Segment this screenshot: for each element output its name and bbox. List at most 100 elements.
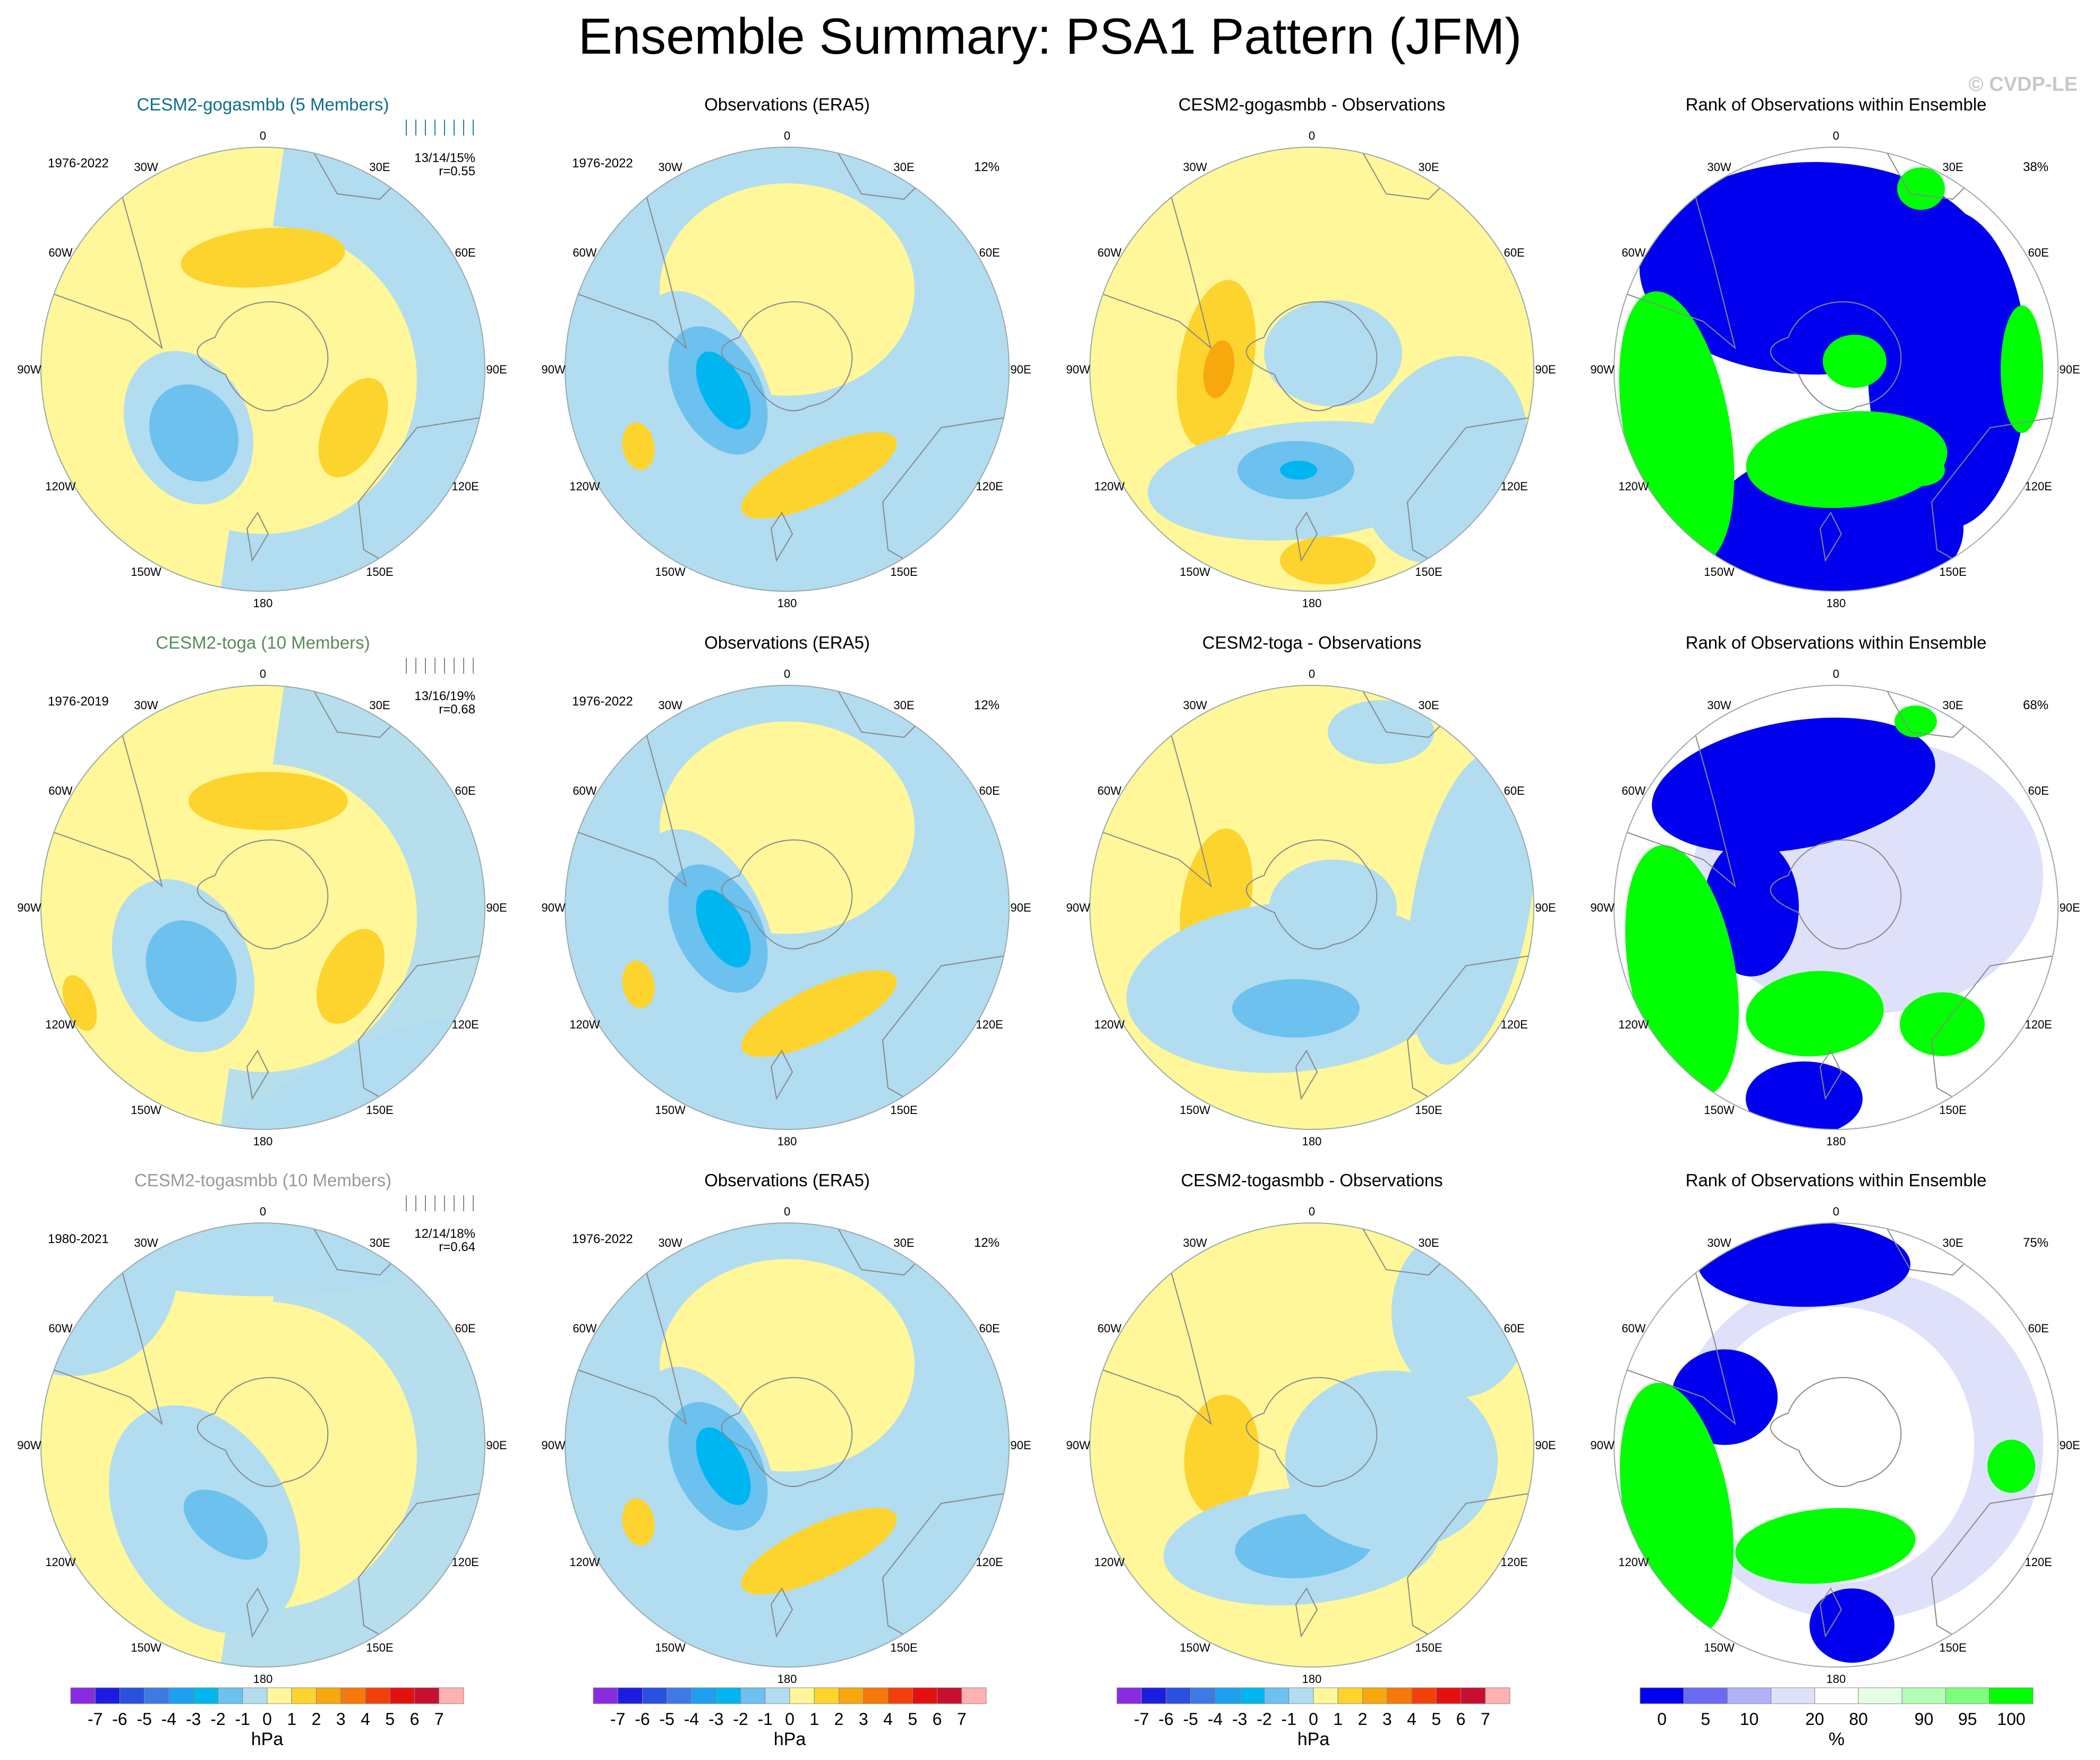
row1-rank-pct: 38% xyxy=(2023,160,2048,174)
colorbar-obs-swatch-3 xyxy=(667,1687,692,1704)
copyright-watermark: © CVDP-LE xyxy=(1968,73,2078,96)
row2-model-lon-label-11: 30W xyxy=(134,699,158,712)
row3-obs-lon-label-6: 180 xyxy=(778,1672,797,1686)
row2-obs-lon-label-11: 30W xyxy=(658,699,682,712)
row2-rank-anomaly-5 xyxy=(1900,992,1985,1056)
row3-obs-map-border xyxy=(565,1222,1010,1668)
row1-rank-map-border xyxy=(1614,147,2059,592)
row3-model-r: r=0.64 xyxy=(439,1240,475,1254)
colorbar-model-label-10: 3 xyxy=(336,1710,346,1729)
row1-obs-years: 1976-2022 xyxy=(572,156,633,171)
row3-model-lon-label-0: 0 xyxy=(260,1205,266,1218)
row1-diff-anomaly-7 xyxy=(1264,300,1402,406)
row2-diff-lon-label-5: 150E xyxy=(1415,1103,1442,1117)
row2-rank-lon-label-7: 150W xyxy=(1704,1103,1735,1117)
row3-diff-lon-label-7: 150W xyxy=(1180,1641,1210,1654)
row2-obs-lon-label-5: 150E xyxy=(890,1103,917,1117)
colorbar-diff-label-8: 1 xyxy=(1333,1710,1343,1729)
colorbar-diff-label-4: -3 xyxy=(1232,1710,1247,1729)
row2-rank-lon-label-0: 0 xyxy=(1833,667,1839,681)
row2-rank-antarctica-outline xyxy=(1770,839,1902,949)
row2-rank-lon-label-9: 90W xyxy=(1590,901,1614,914)
row3-model-lon-label-4: 120E xyxy=(451,1555,479,1569)
colorbar-diff-label-0: -7 xyxy=(1134,1710,1149,1729)
row3-diff-lon-label-5: 150E xyxy=(1415,1641,1442,1654)
row3-obs-lon-label-8: 120W xyxy=(569,1555,600,1569)
row2-obs-map-border xyxy=(565,685,1010,1130)
row2-obs-years: 1976-2022 xyxy=(572,694,633,709)
row2-diff-new-zealand-outline xyxy=(1295,1050,1318,1100)
colorbar-rank-swatch-0 xyxy=(1640,1687,1684,1704)
row2-diff-antarctica-outline xyxy=(1245,839,1378,949)
colorbar-obs-label-6: -1 xyxy=(758,1710,773,1729)
row1-diff-anomaly-1 xyxy=(1203,340,1235,398)
row1-model-lon-label-3: 90E xyxy=(486,363,507,376)
colorbar-obs-label-2: -5 xyxy=(660,1710,675,1729)
row2-rank-lon-label-3: 90E xyxy=(2059,901,2080,914)
row3-obs-lon-label-11: 30W xyxy=(658,1236,682,1249)
colorbar-diff-swatch-11 xyxy=(1387,1687,1412,1704)
row2-obs-lon-label-0: 0 xyxy=(784,667,790,681)
row2-obs-anomaly-4 xyxy=(741,970,897,1057)
row1-rank-lon-label-0: 0 xyxy=(1833,129,1839,142)
colorbar-model-label-4: -3 xyxy=(186,1710,201,1729)
row2-obs-lon-label-6: 180 xyxy=(778,1135,797,1148)
colorbar-model-label-6: -1 xyxy=(235,1710,250,1729)
row2-rank-lon-label-11: 30W xyxy=(1707,699,1731,712)
colorbar-model-swatch-14 xyxy=(414,1687,440,1704)
row1-model-lon-label-6: 180 xyxy=(253,597,273,610)
colorbar-model-label-13: 6 xyxy=(410,1710,420,1729)
colorbar-diff-label-6: -1 xyxy=(1282,1710,1296,1729)
row1-rank-anomaly-7 xyxy=(1897,454,1945,486)
row2-rank-lon-label-5: 150E xyxy=(1939,1103,1966,1117)
row3-obs-lon-label-2: 60E xyxy=(979,1322,1000,1335)
row3-model-lon-label-6: 180 xyxy=(253,1672,273,1686)
row1-obs-map-border xyxy=(565,147,1010,592)
colorbar-model-swatch-7 xyxy=(242,1687,268,1704)
row3-diff-lon-label-8: 120W xyxy=(1094,1555,1125,1569)
colorbar-diff-swatch-13 xyxy=(1436,1687,1461,1704)
colorbar-rank-label-3: 20 xyxy=(1805,1710,1824,1729)
colorbar-model-swatch-11 xyxy=(340,1687,366,1704)
colorbar-obs-label-5: -2 xyxy=(733,1710,748,1729)
row3-rank-anomaly-2 xyxy=(1698,1223,1910,1307)
row2-model-years: 1976-2019 xyxy=(48,694,109,709)
row2-diff-lon-label-0: 0 xyxy=(1309,667,1315,681)
row1-obs-lon-label-8: 120W xyxy=(569,480,600,493)
colorbar-rank-label-4: 80 xyxy=(1849,1710,1868,1729)
row1-diff-lon-label-2: 60E xyxy=(1504,246,1524,259)
row3-obs-new-zealand-outline xyxy=(770,1587,793,1638)
row1-obs-lon-label-10: 60W xyxy=(573,246,596,259)
colorbar-model-label-12: 5 xyxy=(385,1710,395,1729)
colorbar-model-swatch-10 xyxy=(316,1687,342,1704)
row3-model-lon-label-8: 120W xyxy=(45,1555,76,1569)
row2-model-anomaly-5 xyxy=(187,1018,485,1129)
row2-obs-lon-label-9: 90W xyxy=(541,901,565,914)
colorbar-obs-swatch-0 xyxy=(593,1687,618,1704)
row1-obs-lon-label-4: 120E xyxy=(976,480,1003,493)
row3-diff-lon-label-1: 30E xyxy=(1418,1236,1439,1249)
row2-model-lon-label-0: 0 xyxy=(260,667,266,681)
row1-diff-new-zealand-outline xyxy=(1295,512,1318,562)
row1-model-lon-label-5: 150E xyxy=(366,565,393,579)
row3-obs-antarctica-outline xyxy=(721,1377,853,1487)
row2-obs-lon-label-7: 150W xyxy=(655,1103,686,1117)
colorbar-obs-swatch-4 xyxy=(691,1687,716,1704)
row3-rank-lon-label-11: 30W xyxy=(1707,1236,1731,1249)
row3-model-lon-label-9: 90W xyxy=(17,1439,41,1452)
row1-model-anomaly-3 xyxy=(318,378,388,478)
row3-rank-lon-label-9: 90W xyxy=(1590,1439,1614,1452)
row3-model-title: CESM2-togasmbb (10 Members) xyxy=(134,1170,391,1190)
row3-rank-anomaly-6 xyxy=(1809,1588,1894,1663)
row2-obs-new-zealand-outline xyxy=(770,1050,793,1100)
row2-model-lon-label-4: 120E xyxy=(451,1018,479,1031)
row1-obs-map: 0 30E 60E 90E 120E 150E 180 150W 120W 90W 60W 30W xyxy=(541,129,1031,610)
colorbar-diff-label-3: -4 xyxy=(1208,1710,1223,1729)
colorbar-diff-label-7: 0 xyxy=(1309,1710,1318,1729)
colorbar-rank-label-0: 0 xyxy=(1657,1710,1667,1729)
row2-diff-lon-label-10: 60W xyxy=(1097,784,1121,797)
row2-diff-title: CESM2-toga - Observations xyxy=(1202,633,1422,652)
row2-model-member-ticks xyxy=(406,658,474,674)
row3-diff-anomaly-3 xyxy=(1285,1371,1498,1551)
colorbar-model-swatch-9 xyxy=(291,1687,317,1704)
